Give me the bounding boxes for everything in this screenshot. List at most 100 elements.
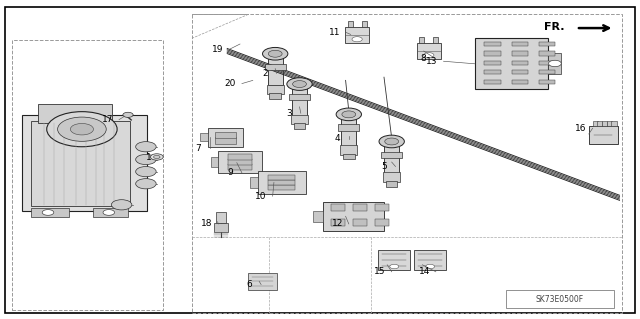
Bar	[384, 140, 399, 173]
Bar	[539, 80, 555, 84]
Bar	[343, 154, 355, 160]
Bar	[269, 93, 281, 99]
Bar	[228, 159, 252, 165]
Bar	[607, 121, 612, 126]
Bar	[539, 51, 555, 56]
Bar	[512, 80, 528, 84]
Circle shape	[70, 123, 93, 135]
Bar	[314, 211, 323, 222]
Bar	[248, 273, 276, 290]
Circle shape	[103, 210, 115, 215]
Bar	[12, 40, 163, 310]
Circle shape	[287, 78, 312, 90]
Bar	[292, 83, 307, 116]
Bar	[512, 51, 528, 56]
Bar	[267, 85, 284, 94]
Bar	[475, 38, 548, 89]
Bar	[362, 21, 367, 27]
Bar	[378, 249, 410, 271]
Bar	[414, 249, 446, 271]
Circle shape	[123, 112, 133, 117]
Circle shape	[150, 154, 163, 160]
Bar	[93, 208, 128, 217]
Bar	[506, 290, 614, 308]
Circle shape	[292, 81, 307, 87]
Bar	[331, 219, 345, 226]
Bar	[341, 113, 356, 146]
Bar	[375, 219, 390, 226]
Bar	[214, 137, 236, 144]
Bar	[214, 132, 236, 138]
Text: 2: 2	[262, 69, 268, 78]
Bar	[38, 104, 112, 123]
Circle shape	[58, 117, 106, 141]
Bar	[289, 94, 310, 100]
Bar	[484, 42, 500, 46]
Bar	[484, 51, 500, 56]
Text: 11: 11	[329, 28, 340, 37]
Bar	[348, 21, 353, 27]
Text: 9: 9	[228, 168, 233, 177]
Circle shape	[336, 108, 362, 121]
Text: 3: 3	[287, 109, 292, 118]
Circle shape	[47, 112, 117, 147]
Bar	[228, 154, 252, 160]
Bar	[258, 171, 306, 194]
Bar	[340, 145, 358, 155]
Bar	[331, 204, 345, 211]
Bar	[484, 70, 500, 74]
Bar	[381, 152, 402, 158]
Bar	[345, 27, 369, 43]
Text: SK73E0500F: SK73E0500F	[536, 295, 584, 304]
Circle shape	[136, 142, 156, 152]
Bar	[31, 208, 69, 217]
Circle shape	[154, 155, 160, 159]
Bar	[539, 42, 555, 46]
Bar	[548, 53, 561, 74]
Bar	[512, 61, 528, 65]
Bar	[539, 70, 555, 74]
Bar	[250, 177, 258, 188]
Bar	[353, 204, 367, 211]
Text: FR.: FR.	[544, 22, 564, 32]
Bar	[216, 212, 226, 223]
Text: 5: 5	[381, 162, 387, 171]
Text: 12: 12	[332, 219, 343, 228]
Circle shape	[268, 50, 282, 57]
Bar	[375, 204, 390, 211]
Bar	[597, 121, 602, 126]
Bar	[353, 219, 367, 226]
Text: 10: 10	[255, 192, 267, 201]
Bar	[268, 180, 295, 185]
Circle shape	[548, 60, 561, 67]
Text: 4: 4	[335, 134, 340, 143]
Bar	[589, 126, 618, 144]
Bar	[417, 43, 441, 59]
Bar	[214, 223, 228, 232]
Circle shape	[136, 167, 156, 177]
Bar	[602, 121, 607, 126]
Circle shape	[42, 210, 54, 215]
Circle shape	[424, 53, 434, 58]
Bar	[218, 151, 262, 173]
Bar	[433, 37, 438, 43]
Circle shape	[136, 154, 156, 165]
Bar	[200, 133, 207, 141]
Circle shape	[426, 264, 435, 269]
Circle shape	[111, 200, 132, 210]
Bar	[211, 157, 218, 167]
Bar	[291, 115, 308, 124]
Circle shape	[262, 48, 288, 60]
Text: 17: 17	[102, 115, 113, 124]
Text: 1: 1	[146, 153, 151, 162]
Text: 19: 19	[212, 45, 223, 54]
Bar	[593, 121, 598, 126]
Circle shape	[136, 179, 156, 189]
Text: 20: 20	[225, 79, 236, 88]
Bar	[22, 115, 147, 211]
Bar	[323, 202, 384, 231]
Text: 15: 15	[374, 267, 386, 276]
Bar	[268, 185, 295, 190]
Bar	[294, 123, 305, 129]
Circle shape	[379, 135, 404, 148]
